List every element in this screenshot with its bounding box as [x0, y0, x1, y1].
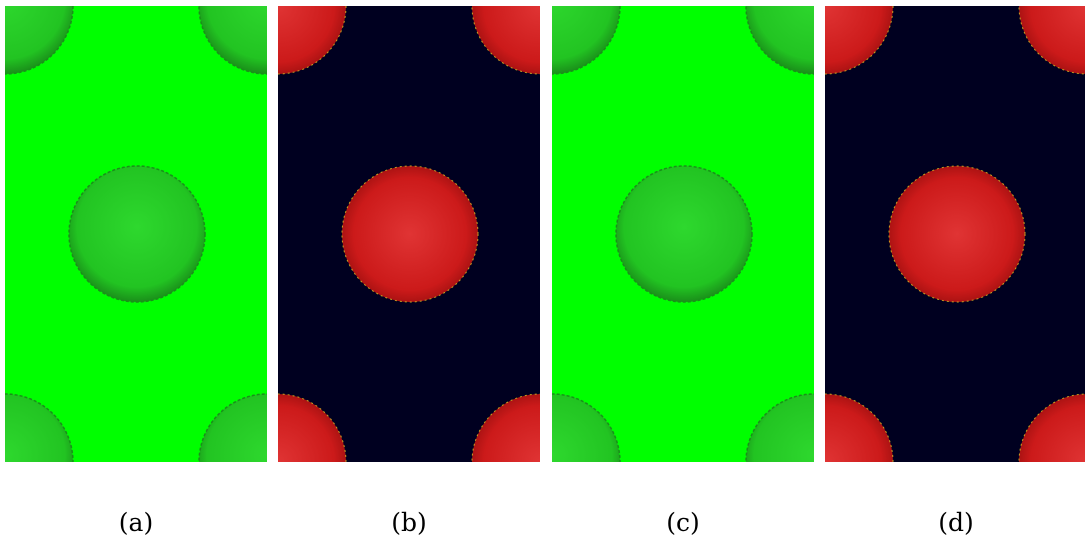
- panel-c-sphere-top-left: [552, 6, 621, 75]
- panel-b-sphere-top-right: [471, 6, 540, 75]
- panel-d-svg: [825, 6, 1085, 462]
- panel-d-sphere-bottom-left: [825, 393, 894, 462]
- panel-d-sphere-bottom-right: [1018, 393, 1085, 462]
- panel-b-sphere-top-left: [278, 6, 347, 75]
- panel-d-sphere-top-left: [825, 6, 894, 75]
- panel-c-svg: [552, 6, 814, 462]
- panel-c-sphere-bottom-right: [745, 393, 814, 462]
- panel-c-sphere-top-right: [745, 6, 814, 75]
- panel-b-svg: [278, 6, 540, 462]
- panel-a-caption: (a): [118, 508, 154, 537]
- panel-b-caption: (b): [391, 508, 427, 537]
- panel-b-sphere-bottom-right: [471, 393, 540, 462]
- panel-c-caption: (c): [666, 508, 700, 537]
- panel-b-sphere-center: [341, 165, 479, 303]
- panel-a-svg: [5, 6, 267, 462]
- panel-a-sphere-top-left: [5, 6, 74, 75]
- panel-c-sphere-bottom-left: [552, 393, 621, 462]
- panel-c-image: [552, 6, 814, 462]
- panel-a-sphere-bottom-left: [5, 393, 74, 462]
- panel-a-image: [5, 6, 267, 462]
- panel-a-sphere-center: [68, 165, 206, 303]
- panel-c-sphere-center: [615, 165, 753, 303]
- panel-d-caption: (d): [938, 508, 974, 537]
- panel-b-sphere-bottom-left: [278, 393, 347, 462]
- panel-a-sphere-bottom-right: [198, 393, 267, 462]
- panel-d-sphere-top-right: [1018, 6, 1085, 75]
- panel-d-image: [825, 6, 1085, 462]
- panel-b-image: [278, 6, 540, 462]
- panel-a-sphere-top-right: [198, 6, 267, 75]
- panel-d-sphere-center: [888, 165, 1026, 303]
